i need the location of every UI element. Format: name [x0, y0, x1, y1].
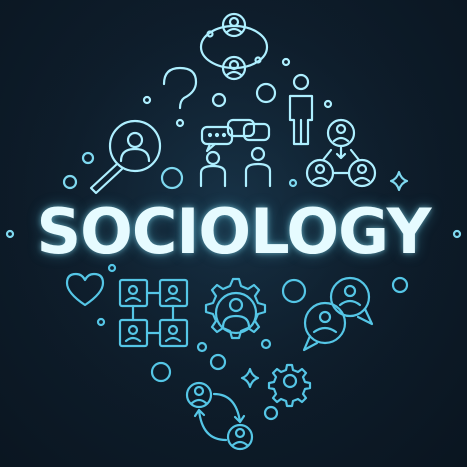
dot-circle: [196, 341, 208, 353]
dot-circle: [5, 229, 15, 239]
standing-person-icon: [288, 73, 314, 146]
heart-icon: [65, 272, 105, 307]
dot-circle: [323, 99, 333, 109]
dot-circle: [281, 57, 291, 67]
dot-circle: [62, 174, 78, 190]
dot-circle: [211, 92, 227, 108]
dot-circle: [288, 178, 298, 188]
dot-circle: [452, 229, 462, 239]
page-title: SOCIOLOGY: [36, 195, 431, 268]
dot-circle: [391, 276, 409, 294]
sparkle-icon: [240, 367, 260, 389]
org-chart-icon: [118, 278, 189, 348]
question-mark-icon: [162, 66, 198, 128]
dot-circle: [160, 166, 184, 190]
chat-avatars-icon: [302, 276, 374, 352]
dot-circle: [209, 353, 227, 371]
dot-circle: [281, 278, 307, 304]
small-gear-icon: [267, 363, 312, 408]
gear-person-icon: [204, 277, 267, 340]
exchange-arrows-icon: [185, 381, 254, 451]
sparkle-icon: [389, 170, 409, 192]
dot-circle: [107, 263, 117, 273]
dot-circle: [96, 317, 106, 327]
people-pair-icon: [199, 146, 272, 188]
dot-circle: [260, 338, 272, 350]
hierarchy-icon: [305, 118, 377, 188]
dot-circle: [263, 405, 279, 421]
dot-circle: [255, 82, 277, 104]
magnifier-person-icon: [89, 119, 162, 195]
people-network-icon: [199, 12, 269, 81]
dot-circle: [81, 151, 95, 165]
dot-circle: [142, 95, 152, 105]
chat-bubbles-icon: [200, 118, 271, 153]
dot-circle: [150, 361, 172, 383]
